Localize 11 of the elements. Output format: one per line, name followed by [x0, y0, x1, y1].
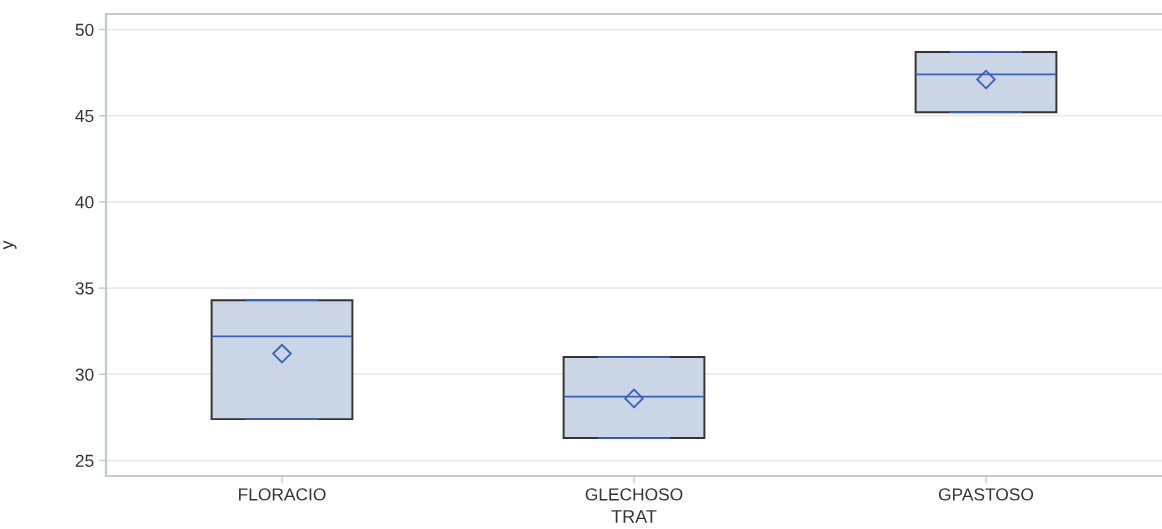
y-tick-label: 40: [75, 196, 94, 209]
x-tick-label: GPASTOSO: [938, 488, 1034, 501]
x-axis-title: TRAT: [611, 510, 657, 523]
y-tick-label: 45: [75, 110, 94, 123]
x-tick-label: FLORACIO: [239, 488, 326, 501]
y-tick-label: 25: [75, 454, 94, 467]
y-tick-label: 35: [75, 282, 94, 295]
y-tick-label: 30: [75, 368, 94, 381]
x-tick-label: GLECHOSO: [585, 488, 683, 501]
y-tick-label: 50: [75, 23, 94, 36]
y-axis-title: y: [3, 240, 17, 250]
